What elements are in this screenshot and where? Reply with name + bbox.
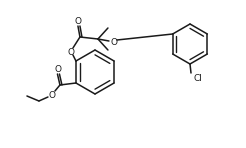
Text: O: O <box>48 90 55 99</box>
Text: O: O <box>110 37 117 46</box>
Text: Cl: Cl <box>194 74 202 82</box>
Text: O: O <box>67 48 75 57</box>
Text: O: O <box>54 65 62 74</box>
Text: O: O <box>75 16 82 25</box>
